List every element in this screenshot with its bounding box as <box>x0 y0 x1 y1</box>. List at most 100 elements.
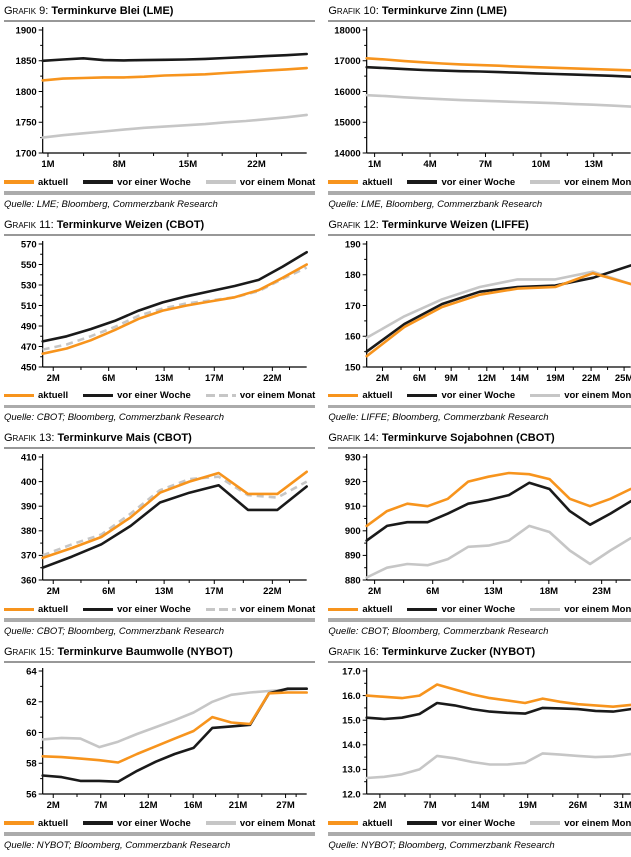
chart-title: Grafik 15: Terminkurve Baumwolle (NYBOT) <box>4 646 315 659</box>
series-aktuell-line <box>41 470 308 560</box>
chart-title-text: Terminkurve Blei (LME) <box>51 5 174 17</box>
line-chart-zucker: 12.0 13.0 14.0 15.0 16.0 17.0 2M 7M 14M 19M 26M 31M <box>343 666 631 811</box>
y-axis-label: 60 <box>26 728 37 739</box>
grafik-label: Grafik 12: <box>328 218 379 231</box>
x-axis-label: 4M <box>424 159 437 170</box>
chart-legend: aktuell vor einer Woche vor einem Monat <box>4 816 315 830</box>
chart-card-grafik-15: Grafik 15: Terminkurve Baumwolle (NYBOT)… <box>4 643 316 857</box>
title-divider <box>328 447 631 450</box>
y-axis-label: 360 <box>21 576 37 587</box>
x-axis-label: 13M <box>155 586 174 597</box>
x-axis-label: 17M <box>205 373 224 384</box>
title-divider <box>328 661 631 664</box>
woche-line-swatch <box>83 607 114 612</box>
grafik-label: Grafik 13: <box>4 432 55 445</box>
monat-line-swatch <box>530 607 561 612</box>
series-vor-einer-woche-line <box>41 687 308 784</box>
y-axis-label: 62 <box>26 697 37 708</box>
legend-item-aktuell: aktuell <box>328 177 392 188</box>
legend-label: aktuell <box>38 176 69 188</box>
y-axis-label: 170 <box>345 300 361 311</box>
legend-item-aktuell: aktuell <box>328 818 392 829</box>
chart-legend: aktuell vor einer Woche vor einem Monat <box>328 389 631 403</box>
legend-label: vor einer Woche <box>117 176 191 188</box>
y-axis-label: 150 <box>345 362 361 373</box>
x-axis-label: 13M <box>585 159 604 170</box>
x-axis-label: 22M <box>263 373 282 384</box>
legend-item-monat: vor einem Monat <box>530 604 631 615</box>
y-axis-label: 64 <box>26 666 37 677</box>
y-axis-label: 17.0 <box>343 666 362 677</box>
series-vor-einem-monat-line <box>365 752 631 780</box>
y-axis-label: 900 <box>345 526 361 537</box>
y-axis-label: 410 <box>21 453 37 464</box>
legend-label: vor einem Monat <box>239 603 316 615</box>
chart-card-grafik-12: Grafik 12: Terminkurve Weizen (LIFFE) 15… <box>328 216 631 430</box>
legend-label: aktuell <box>362 176 393 188</box>
grafik-label: Grafik 15: <box>4 646 55 659</box>
x-axis-label: 13M <box>155 373 174 384</box>
title-divider <box>328 233 631 236</box>
y-axis-label: 13.0 <box>343 765 362 776</box>
series-vor-einer-woche-line <box>365 701 631 721</box>
grafik-label: Grafik 11: <box>4 218 54 231</box>
series-vor-einer-woche-line <box>41 250 308 343</box>
line-chart-mais: 360 370 380 390 400 410 2M 6M 13M 17M 22M <box>21 453 308 597</box>
x-axis-label: 22M <box>582 373 601 384</box>
woche-line-swatch <box>407 393 438 398</box>
x-axis-label: 26M <box>569 800 588 811</box>
legend-label: vor einem Monat <box>564 817 631 829</box>
chart-card-grafik-10: Grafik 10: Terminkurve Zinn (LME) 14000 1… <box>328 2 631 216</box>
title-divider <box>4 661 316 664</box>
monat-line-swatch <box>530 180 561 184</box>
x-axis-label: 2M <box>47 586 60 597</box>
legend-label: vor einer Woche <box>117 603 191 615</box>
x-axis-label: 14M <box>471 800 490 811</box>
legend-item-woche: vor einer Woche <box>83 604 191 615</box>
source-note: Quelle: NYBOT; Bloomberg, Commerzbank Re… <box>328 839 555 851</box>
chart-title-text: Terminkurve Weizen (LIFFE) <box>381 218 529 231</box>
legend-label: aktuell <box>362 603 393 615</box>
chart-card-grafik-14: Grafik 14: Terminkurve Sojabohnen (CBOT)… <box>328 429 631 643</box>
chart-title: Grafik 16: Terminkurve Zucker (NYBOT) <box>328 646 631 659</box>
chart-title-text: Terminkurve Weizen (CBOT) <box>56 218 205 231</box>
aktuell-line-swatch <box>328 393 359 398</box>
footer-divider <box>4 404 316 409</box>
chart-title-text: Terminkurve Sojabohnen (CBOT) <box>381 432 555 445</box>
series-vor-einer-woche-line <box>41 484 308 570</box>
chart-title: Grafik 12: Terminkurve Weizen (LIFFE) <box>328 219 631 232</box>
chart-card-grafik-11: Grafik 11: Terminkurve Weizen (CBOT) 450… <box>4 216 316 430</box>
series-vor-einem-monat-line <box>42 475 308 557</box>
legend-item-aktuell: aktuell <box>328 390 392 401</box>
legend-item-aktuell: aktuell <box>4 390 68 401</box>
title-divider <box>328 20 631 22</box>
y-axis-label: 190 <box>345 239 361 250</box>
source-note: Quelle: LIFFE; Bloomberg, Commerzbank Re… <box>328 412 549 424</box>
legend-item-woche: vor einer Woche <box>83 818 191 829</box>
chart-title: Grafik 9: Terminkurve Blei (LME) <box>4 5 315 18</box>
chart-legend: aktuell vor einer Woche vor einem Monat <box>328 175 631 189</box>
legend-label: vor einer Woche <box>117 390 191 402</box>
source-note: Quelle: CBOT; Bloomberg, Commerzbank Res… <box>4 625 224 637</box>
series-vor-einer-woche-line <box>365 263 631 353</box>
chart-title-text: Terminkurve Mais (CBOT) <box>57 432 192 445</box>
series-vor-einem-monat-line <box>41 113 308 139</box>
legend-item-monat: vor einem Monat <box>205 390 315 401</box>
y-axis-label: 920 <box>345 477 361 488</box>
legend-label: vor einer Woche <box>441 176 516 188</box>
y-axis-label: 1900 <box>16 25 37 36</box>
x-axis-label: 7M <box>94 800 107 811</box>
x-axis-label: 6M <box>102 586 115 597</box>
line-chart-sojabohnen: 880 890 900 910 920 930 2M 6M 13M 18M 23M <box>345 453 631 597</box>
y-axis-label: 14000 <box>335 148 361 159</box>
x-axis-label: 6M <box>413 373 426 384</box>
y-axis-label: 1850 <box>16 56 37 67</box>
y-axis-label: 56 <box>26 789 37 800</box>
y-axis-label: 15000 <box>335 118 361 129</box>
chart-title-text: Terminkurve Zucker (NYBOT) <box>381 646 536 659</box>
legend-label: vor einer Woche <box>441 817 516 829</box>
y-axis-label: 570 <box>21 239 37 250</box>
x-axis-label: 27M <box>276 800 295 811</box>
monat-line-swatch <box>530 821 561 825</box>
chart-legend: aktuell vor einer Woche vor einem Monat <box>4 175 315 189</box>
